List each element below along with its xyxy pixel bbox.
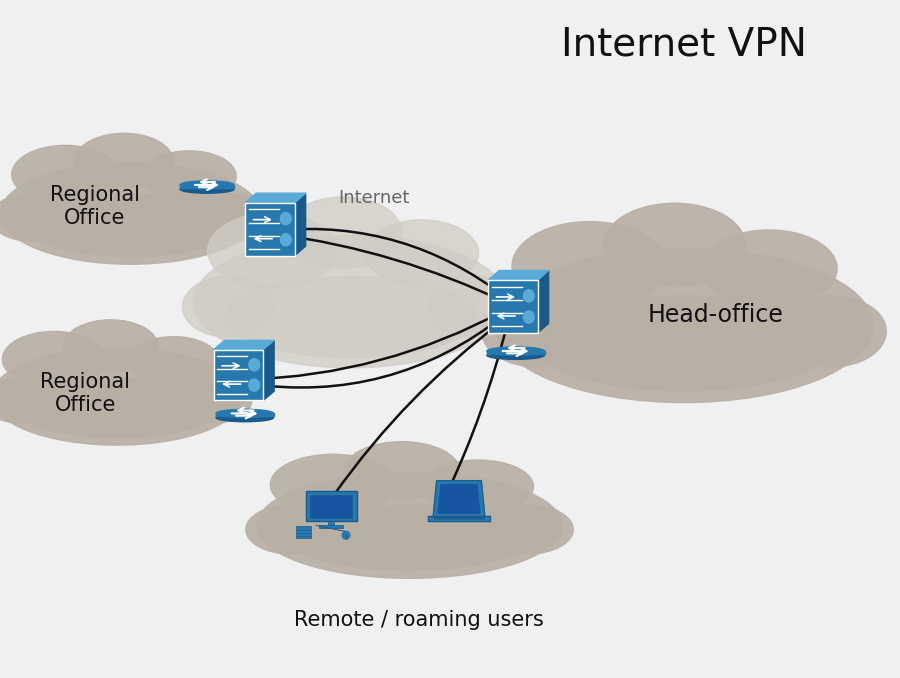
Ellipse shape	[0, 194, 67, 241]
Ellipse shape	[194, 235, 508, 367]
Text: Head-office: Head-office	[648, 303, 783, 327]
Polygon shape	[216, 414, 274, 416]
FancyBboxPatch shape	[214, 350, 264, 400]
Ellipse shape	[183, 277, 274, 337]
Ellipse shape	[777, 296, 886, 367]
Ellipse shape	[216, 414, 274, 422]
Ellipse shape	[484, 505, 573, 554]
Ellipse shape	[495, 248, 873, 403]
FancyBboxPatch shape	[306, 491, 356, 521]
Ellipse shape	[180, 185, 234, 193]
Ellipse shape	[512, 222, 667, 311]
Ellipse shape	[284, 197, 402, 268]
Text: Internet: Internet	[338, 188, 410, 207]
Ellipse shape	[342, 532, 350, 539]
Ellipse shape	[208, 213, 337, 289]
Ellipse shape	[0, 378, 55, 423]
Ellipse shape	[12, 145, 119, 204]
Ellipse shape	[26, 194, 235, 256]
Ellipse shape	[142, 151, 236, 201]
Ellipse shape	[482, 296, 591, 367]
Ellipse shape	[225, 276, 477, 358]
FancyBboxPatch shape	[328, 521, 335, 526]
Ellipse shape	[523, 290, 534, 302]
Ellipse shape	[194, 194, 270, 241]
Ellipse shape	[523, 311, 534, 323]
Ellipse shape	[248, 359, 260, 371]
Ellipse shape	[216, 410, 274, 418]
Ellipse shape	[3, 332, 105, 387]
FancyBboxPatch shape	[245, 203, 294, 256]
Ellipse shape	[345, 441, 459, 498]
FancyBboxPatch shape	[320, 525, 344, 528]
Ellipse shape	[75, 134, 173, 188]
Ellipse shape	[180, 181, 234, 189]
FancyBboxPatch shape	[488, 280, 538, 333]
Polygon shape	[488, 271, 549, 280]
Text: Regional
Office: Regional Office	[50, 185, 140, 228]
Ellipse shape	[428, 277, 519, 337]
Polygon shape	[180, 185, 234, 188]
Ellipse shape	[256, 473, 562, 578]
Polygon shape	[264, 340, 274, 400]
Ellipse shape	[365, 220, 479, 286]
FancyBboxPatch shape	[310, 495, 352, 518]
Polygon shape	[433, 481, 485, 517]
Ellipse shape	[179, 378, 252, 423]
Polygon shape	[295, 193, 306, 256]
Ellipse shape	[281, 212, 291, 224]
Ellipse shape	[63, 320, 158, 372]
Text: Internet VPN: Internet VPN	[561, 25, 807, 63]
Ellipse shape	[0, 163, 261, 264]
Ellipse shape	[248, 379, 260, 391]
Text: Remote / roaming users: Remote / roaming users	[293, 610, 544, 631]
Polygon shape	[245, 193, 306, 203]
Ellipse shape	[487, 347, 544, 355]
Ellipse shape	[16, 378, 218, 438]
Ellipse shape	[533, 296, 835, 391]
Ellipse shape	[487, 351, 544, 359]
Ellipse shape	[129, 336, 219, 385]
Polygon shape	[214, 340, 274, 350]
Ellipse shape	[246, 505, 335, 554]
FancyBboxPatch shape	[296, 526, 311, 538]
Polygon shape	[537, 271, 549, 333]
Ellipse shape	[423, 460, 534, 513]
Ellipse shape	[0, 348, 243, 445]
Ellipse shape	[604, 203, 745, 286]
Ellipse shape	[287, 505, 532, 570]
Text: Regional
Office: Regional Office	[40, 372, 130, 415]
Polygon shape	[487, 351, 544, 354]
Ellipse shape	[281, 234, 291, 246]
Polygon shape	[428, 516, 490, 521]
Polygon shape	[438, 485, 480, 513]
Ellipse shape	[701, 230, 837, 307]
Ellipse shape	[270, 454, 396, 515]
